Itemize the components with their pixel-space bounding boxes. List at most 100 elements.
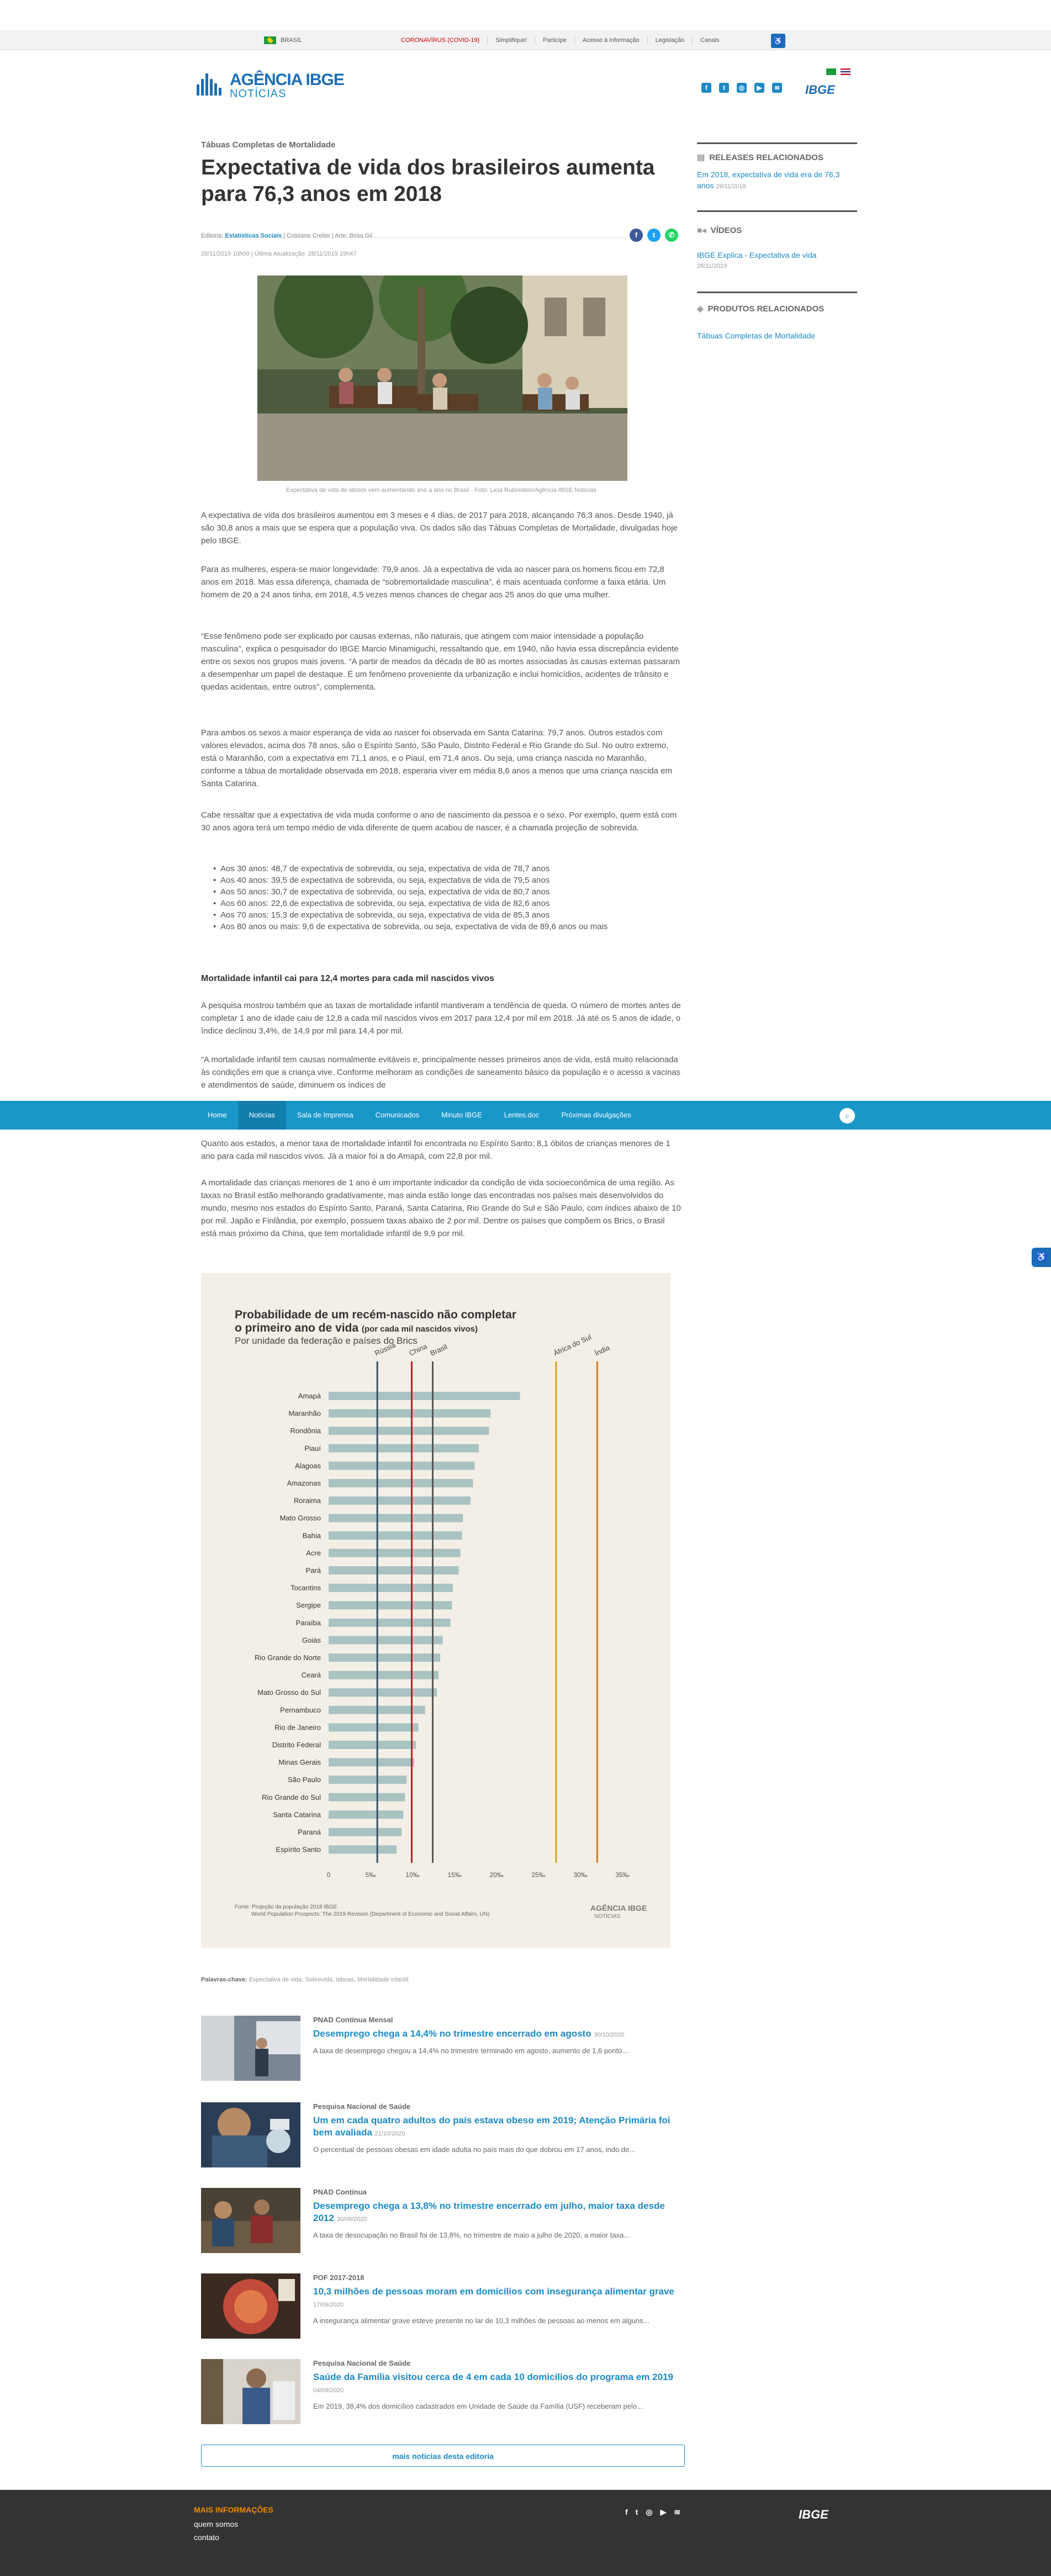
news-headline-text[interactable]: Um em cada quatro adultos do país estava…	[313, 2115, 670, 2138]
nav-minuto-ibge[interactable]: Minuto IBGE	[441, 1111, 482, 1119]
news-card[interactable]: Pesquisa Nacional de Saúde Saúde da Famí…	[201, 2359, 682, 2431]
twitter-icon[interactable]: t	[719, 83, 729, 93]
videos-link[interactable]: IBGE Explica - Expectativa de vida 28/11…	[697, 250, 857, 272]
keywords: Palavras-chave: Expectativa de vida, Sob…	[201, 1976, 408, 1983]
news-date: 30/10/2020	[594, 2032, 625, 2038]
bar	[329, 1514, 463, 1523]
twitter-icon[interactable]: t	[635, 2508, 638, 2516]
instagram-icon[interactable]: ◎	[646, 2508, 653, 2516]
language-switcher	[826, 68, 851, 75]
news-date: 30/09/2020	[336, 2216, 367, 2223]
category-label: Distrito Federal	[272, 1741, 321, 1749]
gov-link-covid[interactable]: CORONAVÍRUS (COVID-19)	[401, 37, 480, 44]
news-headline-text[interactable]: Desemprego chega a 14,4% no trimestre en…	[313, 2028, 591, 2039]
list-item: Aos 80 anos ou mais: 9,6 de expectativa …	[201, 921, 682, 932]
news-thumbnail[interactable]	[201, 2102, 300, 2167]
x-tick-label: 0	[327, 1871, 331, 1879]
gov-link-acesso[interactable]: Acesso à informação	[574, 36, 647, 44]
paragraph-4: Para ambos os sexos a maior esperança de…	[201, 728, 672, 788]
bar	[329, 1427, 489, 1435]
more-news-button[interactable]: mais notícias desta editoria	[201, 2445, 685, 2467]
portuguese-flag-icon[interactable]	[826, 68, 836, 75]
accessibility-icon[interactable]: ♿	[771, 34, 785, 48]
news-thumbnail[interactable]	[201, 2359, 300, 2424]
nav-noticias[interactable]: Notícias	[237, 1101, 286, 1130]
video-camera-icon: ■◂	[697, 226, 706, 235]
paragraph-5: Cabe ressaltar que a expectativa de vida…	[201, 810, 677, 833]
agencia-ibge-logo[interactable]: AGÊNCIA IBGE NOTÍCIAS	[197, 69, 345, 102]
instagram-icon[interactable]: ◎	[737, 83, 747, 93]
editoria-link[interactable]: Estatísticas Sociais	[225, 232, 282, 239]
footer-link-contato[interactable]: contato	[194, 2533, 219, 2542]
rss-icon[interactable]: ≋	[772, 83, 782, 93]
produtos-title: PRODUTOS RELACIONADOS	[707, 304, 825, 314]
chart-source: Fonte: Projeção da população 2018 IBGE	[235, 1904, 337, 1910]
news-card[interactable]: PNAD Contínua Desemprego chega a 13,8% n…	[201, 2188, 682, 2260]
facebook-icon[interactable]: f	[625, 2508, 628, 2516]
nav-sala-imprensa[interactable]: Sala de Imprensa	[297, 1111, 353, 1119]
gov-link-canais[interactable]: Canais	[692, 36, 727, 44]
news-category: POF 2017-2018	[313, 2273, 365, 2282]
bar	[329, 1618, 451, 1627]
gov-link-simplifique[interactable]: Simplifique!	[487, 36, 535, 44]
news-headline[interactable]: Um em cada quatro adultos do país estava…	[313, 2114, 678, 2140]
paragraph-7: “A mortalidade infantil tem causas norma…	[201, 1055, 681, 1090]
bar	[329, 1461, 475, 1470]
nav-comunicados[interactable]: Comunicados	[375, 1111, 420, 1119]
list-item: Aos 50 anos: 30,7 de expectativa de sobr…	[201, 886, 682, 898]
footer-ibge-logo[interactable]: IBGE	[799, 2508, 828, 2521]
search-icon[interactable]: ⌕	[839, 1108, 855, 1123]
news-headline-text[interactable]: 10,3 milhões de pessoas moram em domicíl…	[313, 2286, 674, 2297]
x-tick-label: 25‰	[531, 1871, 545, 1879]
paragraph-1: A expectativa de vida dos brasileiros au…	[201, 511, 678, 545]
list-item: Aos 40 anos: 39,5 de expectativa de sobr…	[201, 874, 682, 886]
share-whatsapp-icon[interactable]: ✆	[665, 229, 678, 242]
news-headline[interactable]: 10,3 milhões de pessoas moram em domicíl…	[313, 2286, 678, 2311]
news-headline[interactable]: Desemprego chega a 13,8% no trimestre en…	[313, 2200, 678, 2225]
produtos-link[interactable]: Tábuas Completas de Mortalidade	[697, 331, 816, 340]
news-thumbnail[interactable]	[201, 2016, 300, 2081]
category-label: Rio Grande do Sul	[262, 1793, 321, 1801]
share-twitter-icon[interactable]: t	[647, 229, 661, 242]
youtube-icon[interactable]: ▶	[754, 83, 764, 93]
x-tick-label: 10‰	[405, 1871, 419, 1879]
gov-link-participe[interactable]: Participe	[535, 36, 574, 44]
youtube-icon[interactable]: ▶	[660, 2508, 667, 2516]
videos-link-text[interactable]: IBGE Explica - Expectativa de vida	[697, 251, 817, 259]
keywords-list[interactable]: Expectativa de vida, Sobrevida, tábuas, …	[249, 1976, 409, 1983]
ibge-logo[interactable]: IBGE	[805, 83, 835, 97]
news-headline[interactable]: Saúde da Família visitou cerca de 4 em c…	[313, 2371, 678, 2397]
news-headline[interactable]: Desemprego chega a 14,4% no trimestre en…	[313, 2028, 678, 2041]
news-card[interactable]: Pesquisa Nacional de Saúde Um em cada qu…	[201, 2102, 682, 2174]
article-kicker[interactable]: Tábuas Completas de Mortalidade	[201, 140, 336, 150]
category-label: Pará	[306, 1566, 321, 1575]
news-thumbnail[interactable]	[201, 2273, 300, 2339]
news-headline-text[interactable]: Desemprego chega a 13,8% no trimestre en…	[313, 2201, 665, 2223]
releases-link[interactable]: Em 2018, expectativa de vida era de 76,3…	[697, 169, 857, 192]
footer-link-quem-somos[interactable]: quem somos	[194, 2520, 239, 2529]
accessibility-widget-icon[interactable]: ♿	[1032, 1248, 1051, 1267]
bar	[329, 1409, 491, 1418]
facebook-icon[interactable]: f	[701, 83, 711, 93]
cube-icon: ◈	[697, 304, 704, 314]
nav-proximas-divulgacoes[interactable]: Próximas divulgações	[561, 1111, 631, 1119]
x-tick-label: 35‰	[615, 1871, 629, 1879]
news-card[interactable]: POF 2017-2018 10,3 milhões de pessoas mo…	[201, 2273, 682, 2345]
share-facebook-icon[interactable]: f	[630, 229, 643, 242]
news-card[interactable]: PNAD Contínua Mensal Desemprego chega a …	[201, 2016, 682, 2087]
releases-link-text[interactable]: Em 2018, expectativa de vida era de 76,3…	[697, 170, 840, 190]
category-label: Rondônia	[290, 1427, 321, 1435]
paragraph-6: A pesquisa mostrou também que as taxas d…	[201, 1001, 681, 1036]
english-flag-icon[interactable]	[841, 68, 851, 75]
brasil-link[interactable]: BRASIL	[264, 30, 302, 50]
nav-home[interactable]: Home	[208, 1111, 227, 1119]
news-thumbnail[interactable]	[201, 2188, 300, 2253]
category-label: Ceará	[302, 1671, 321, 1679]
nav-lentes-doc[interactable]: Lentes.doc	[504, 1111, 540, 1119]
section-subhead: Mortalidade infantil cai para 12,4 morte…	[201, 974, 494, 983]
rss-icon[interactable]: ≋	[674, 2508, 681, 2516]
gov-link-legislacao[interactable]: Legislação	[647, 36, 693, 44]
news-headline-text[interactable]: Saúde da Família visitou cerca de 4 em c…	[313, 2372, 673, 2382]
category-label: Pernambuco	[280, 1706, 321, 1714]
editoria-label: Editoria:	[201, 232, 225, 239]
